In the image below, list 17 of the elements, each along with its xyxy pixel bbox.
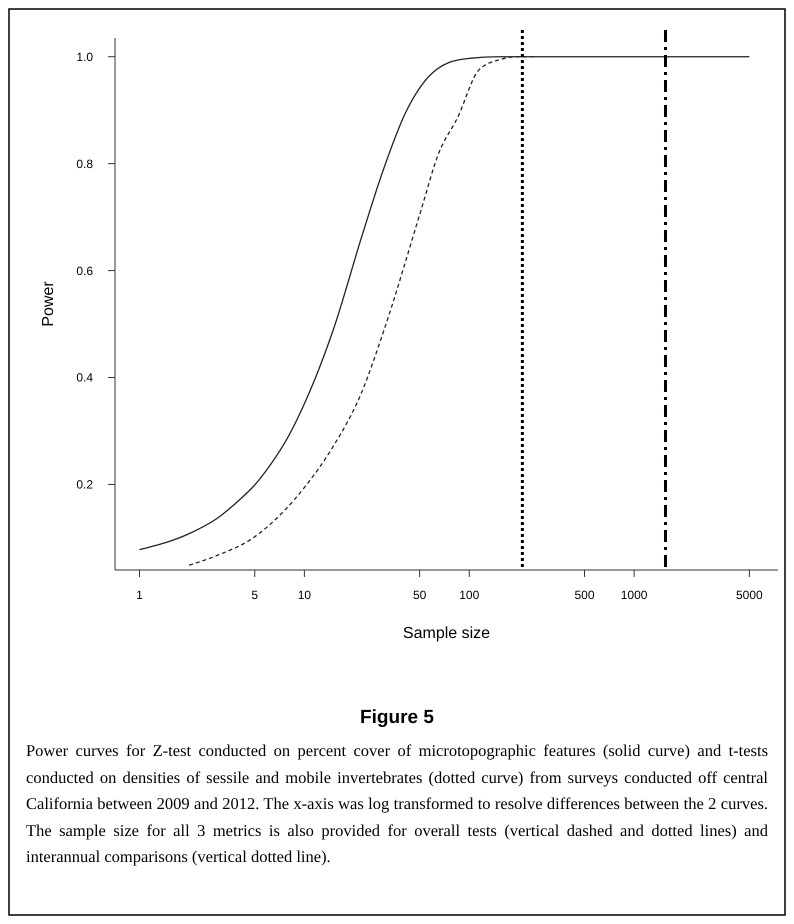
x-tick-label: 50: [412, 588, 427, 602]
y-axis-title: Power: [40, 280, 57, 327]
y-tick-label: 0.8: [76, 156, 94, 171]
y-tick-label: 1.0: [76, 50, 94, 64]
x-tick-label: 5000: [736, 588, 764, 602]
x-tick-label: 10: [298, 588, 312, 602]
x-axis-title: Sample size: [402, 625, 490, 642]
y-tick-label: 0.6: [76, 264, 94, 278]
text: Power curves for Z-test conducted on percent cover of microtopographic features (solid curve) and t-tests conducted on densities of sessile and mobile invertebrates (dotted curve) from surveys conducted off central California between 2009 and 2012. The x-axis was log transformed to resolve differences between the 2 curves. The sample size for all 3 metrics is also provided for overall tests (vertical dashed and dotted lines) and interannual comparisons (vertical dotted line).: [26, 740, 768, 868]
x-tick-label: 1: [136, 588, 144, 602]
text: Figure 5: [360, 707, 434, 728]
y-tick-label: 0.2: [76, 478, 94, 492]
x-tick-label: 500: [574, 588, 595, 602]
x-tick-label: 100: [459, 588, 480, 602]
x-tick-label: 5: [251, 588, 258, 602]
y-tick-label: 0.4: [76, 370, 94, 385]
x-tick-label: 1000: [620, 588, 648, 602]
